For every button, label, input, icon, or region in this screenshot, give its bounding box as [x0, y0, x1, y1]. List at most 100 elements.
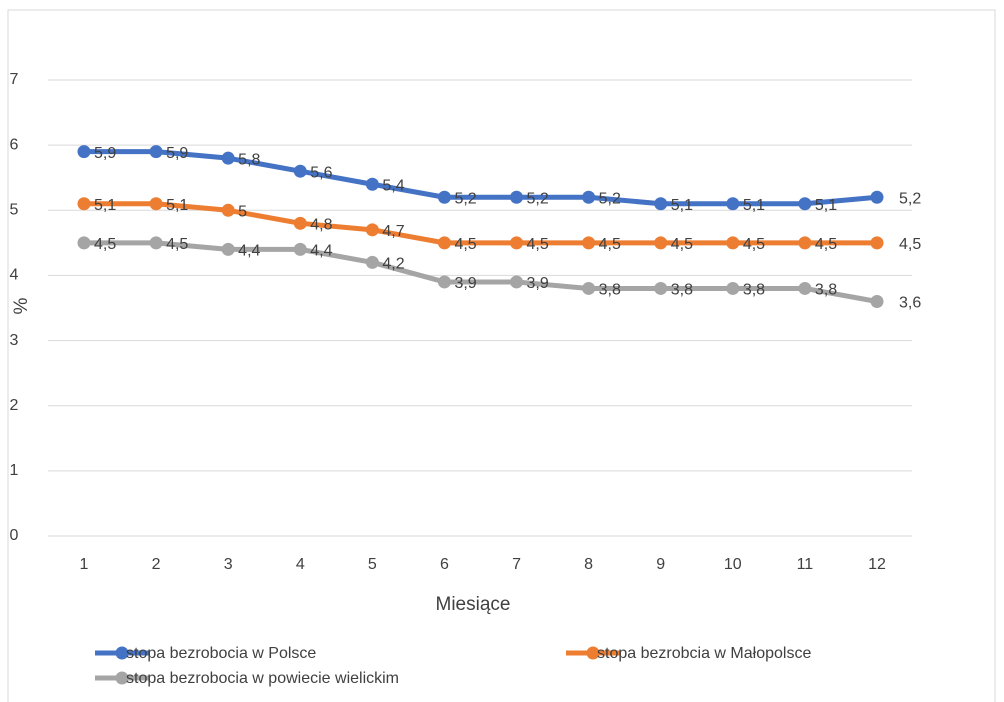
data-label: 5,8: [238, 151, 260, 168]
data-label: 5,6: [310, 164, 332, 181]
data-label: 4,5: [671, 236, 693, 253]
data-label: 5,2: [599, 190, 621, 207]
marker: [293, 216, 307, 230]
data-label: 5,1: [166, 197, 188, 214]
data-label: 5,1: [743, 197, 765, 214]
data-label: 3,8: [815, 282, 837, 299]
legend-marker: [115, 646, 129, 660]
data-label: 5,2: [899, 190, 921, 207]
x-tick-label: 1: [80, 556, 89, 573]
data-label: 4,5: [899, 236, 921, 253]
data-label: 5,9: [94, 145, 116, 162]
data-label: 4,8: [310, 217, 332, 234]
data-label: 5,1: [815, 197, 837, 214]
marker: [221, 203, 235, 217]
marker: [798, 236, 812, 250]
y-tick-label: 5: [10, 202, 19, 219]
marker: [221, 242, 235, 256]
marker: [510, 236, 524, 250]
marker: [149, 197, 163, 211]
marker: [437, 190, 451, 204]
marker: [870, 190, 884, 204]
y-tick-label: 3: [10, 332, 19, 349]
marker: [582, 236, 596, 250]
data-label: 5,1: [94, 197, 116, 214]
marker: [510, 190, 524, 204]
data-label: 3,9: [454, 275, 476, 292]
series-line: [81, 240, 880, 304]
marker: [870, 294, 884, 308]
data-label: 5,2: [454, 190, 476, 207]
data-label: 4,4: [310, 243, 332, 260]
x-tick-label: 4: [296, 556, 305, 573]
marker: [726, 236, 740, 250]
marker: [726, 281, 740, 295]
marker: [582, 190, 596, 204]
data-label: 4,2: [382, 256, 404, 273]
legend-marker: [115, 671, 129, 685]
x-tick-label: 12: [868, 556, 886, 573]
x-tick-label: 8: [584, 556, 593, 573]
marker: [149, 145, 163, 159]
series-line: [81, 201, 880, 246]
y-tick-label: 1: [10, 462, 19, 479]
y-tick-label: 6: [10, 136, 19, 153]
data-label: 4,5: [166, 236, 188, 253]
data-label: 5,9: [166, 145, 188, 162]
data-label: 5: [238, 204, 247, 221]
data-label: 5,1: [671, 197, 693, 214]
x-tick-label: 7: [512, 556, 521, 573]
marker: [437, 275, 451, 289]
marker: [798, 197, 812, 211]
y-axis-title: %: [11, 297, 32, 314]
x-tick-label: 3: [224, 556, 233, 573]
chart-border: [7, 9, 996, 702]
x-tick-label: 10: [724, 556, 742, 573]
data-label: 4,5: [743, 236, 765, 253]
marker: [77, 197, 91, 211]
marker: [221, 151, 235, 165]
legend-label: stopa bezrobocia w powiecie wielickim: [126, 670, 399, 687]
data-label: 4,5: [94, 236, 116, 253]
y-tick-label: 7: [10, 71, 19, 88]
marker: [582, 281, 596, 295]
y-tick-label: 4: [10, 267, 19, 284]
x-tick-label: 5: [368, 556, 377, 573]
x-tick-label: 2: [152, 556, 161, 573]
data-label: 4,5: [599, 236, 621, 253]
marker: [365, 255, 379, 269]
marker: [654, 197, 668, 211]
marker: [798, 281, 812, 295]
marker: [293, 164, 307, 178]
data-label: 3,9: [527, 275, 549, 292]
data-label: 5,2: [527, 190, 549, 207]
x-axis-title: Miesiące: [436, 594, 511, 615]
x-tick-label: 9: [656, 556, 665, 573]
y-tick-label: 2: [10, 397, 19, 414]
marker: [365, 177, 379, 191]
x-tick-label: 11: [797, 556, 814, 573]
marker: [654, 236, 668, 250]
marker: [726, 197, 740, 211]
data-label: 4,7: [382, 223, 404, 240]
marker: [870, 236, 884, 250]
marker: [365, 223, 379, 237]
x-tick-label: 6: [440, 556, 449, 573]
data-label: 4,5: [454, 236, 476, 253]
marker: [77, 145, 91, 159]
data-label: 3,8: [743, 282, 765, 299]
legend-marker: [586, 646, 600, 660]
legend-label: stopa bezrobcia w Małopolsce: [597, 645, 811, 662]
y-tick-label: 0: [10, 527, 19, 544]
data-label: 4,5: [815, 236, 837, 253]
marker: [654, 281, 668, 295]
data-label: 3,6: [899, 295, 921, 312]
marker: [437, 236, 451, 250]
data-label: 5,4: [382, 177, 404, 194]
marker: [510, 275, 524, 289]
data-label: 4,4: [238, 243, 260, 260]
data-label: 3,8: [599, 282, 621, 299]
marker: [77, 236, 91, 250]
series-line: [81, 149, 880, 207]
